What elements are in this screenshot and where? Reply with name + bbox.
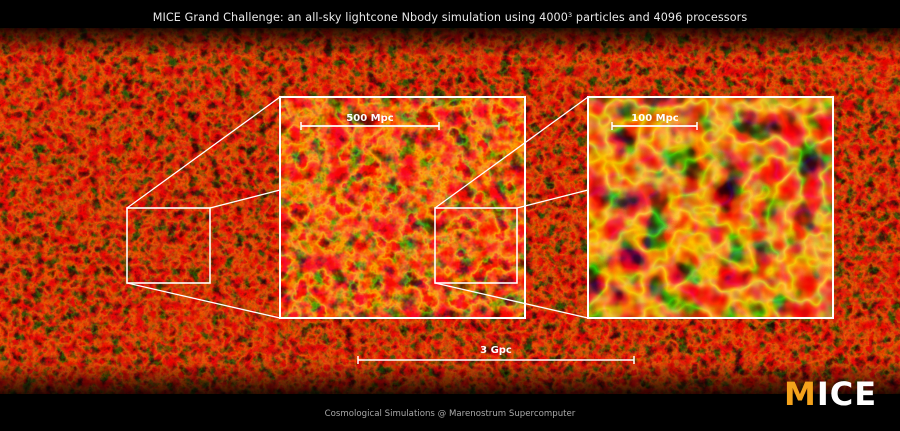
zoom-connector <box>126 282 281 319</box>
scale-label-100-mpc: 100 Mpc <box>631 113 678 124</box>
zoom-connector <box>209 189 281 209</box>
band-fade-bottom <box>0 362 900 402</box>
figure-title: MICE Grand Challenge: an all-sky lightco… <box>0 11 900 24</box>
title-text: MICE Grand Challenge: an all-sky lightco… <box>152 11 568 24</box>
logo-accent-letter: M <box>784 375 817 413</box>
title-superscript: 3 <box>567 11 573 19</box>
band-fade-top <box>0 22 900 56</box>
figure-caption: Cosmological Simulations @ Marenostrum S… <box>324 409 576 419</box>
zoom-region-2 <box>434 207 518 284</box>
zoom-connector <box>126 96 281 209</box>
scale-label-500-mpc: 500 Mpc <box>346 113 393 124</box>
zoom-connector <box>434 282 589 319</box>
inset-100-mpc <box>588 97 833 318</box>
mice-logo: MICE <box>784 378 877 410</box>
zoom-connector <box>516 189 589 209</box>
scale-label-3-gpc: 3 Gpc <box>480 345 512 356</box>
title-text-end: particles and 4096 processors <box>572 11 748 24</box>
logo-text: ICE <box>816 375 878 413</box>
zoom-connector <box>434 96 589 209</box>
zoom-region-1 <box>126 207 211 284</box>
